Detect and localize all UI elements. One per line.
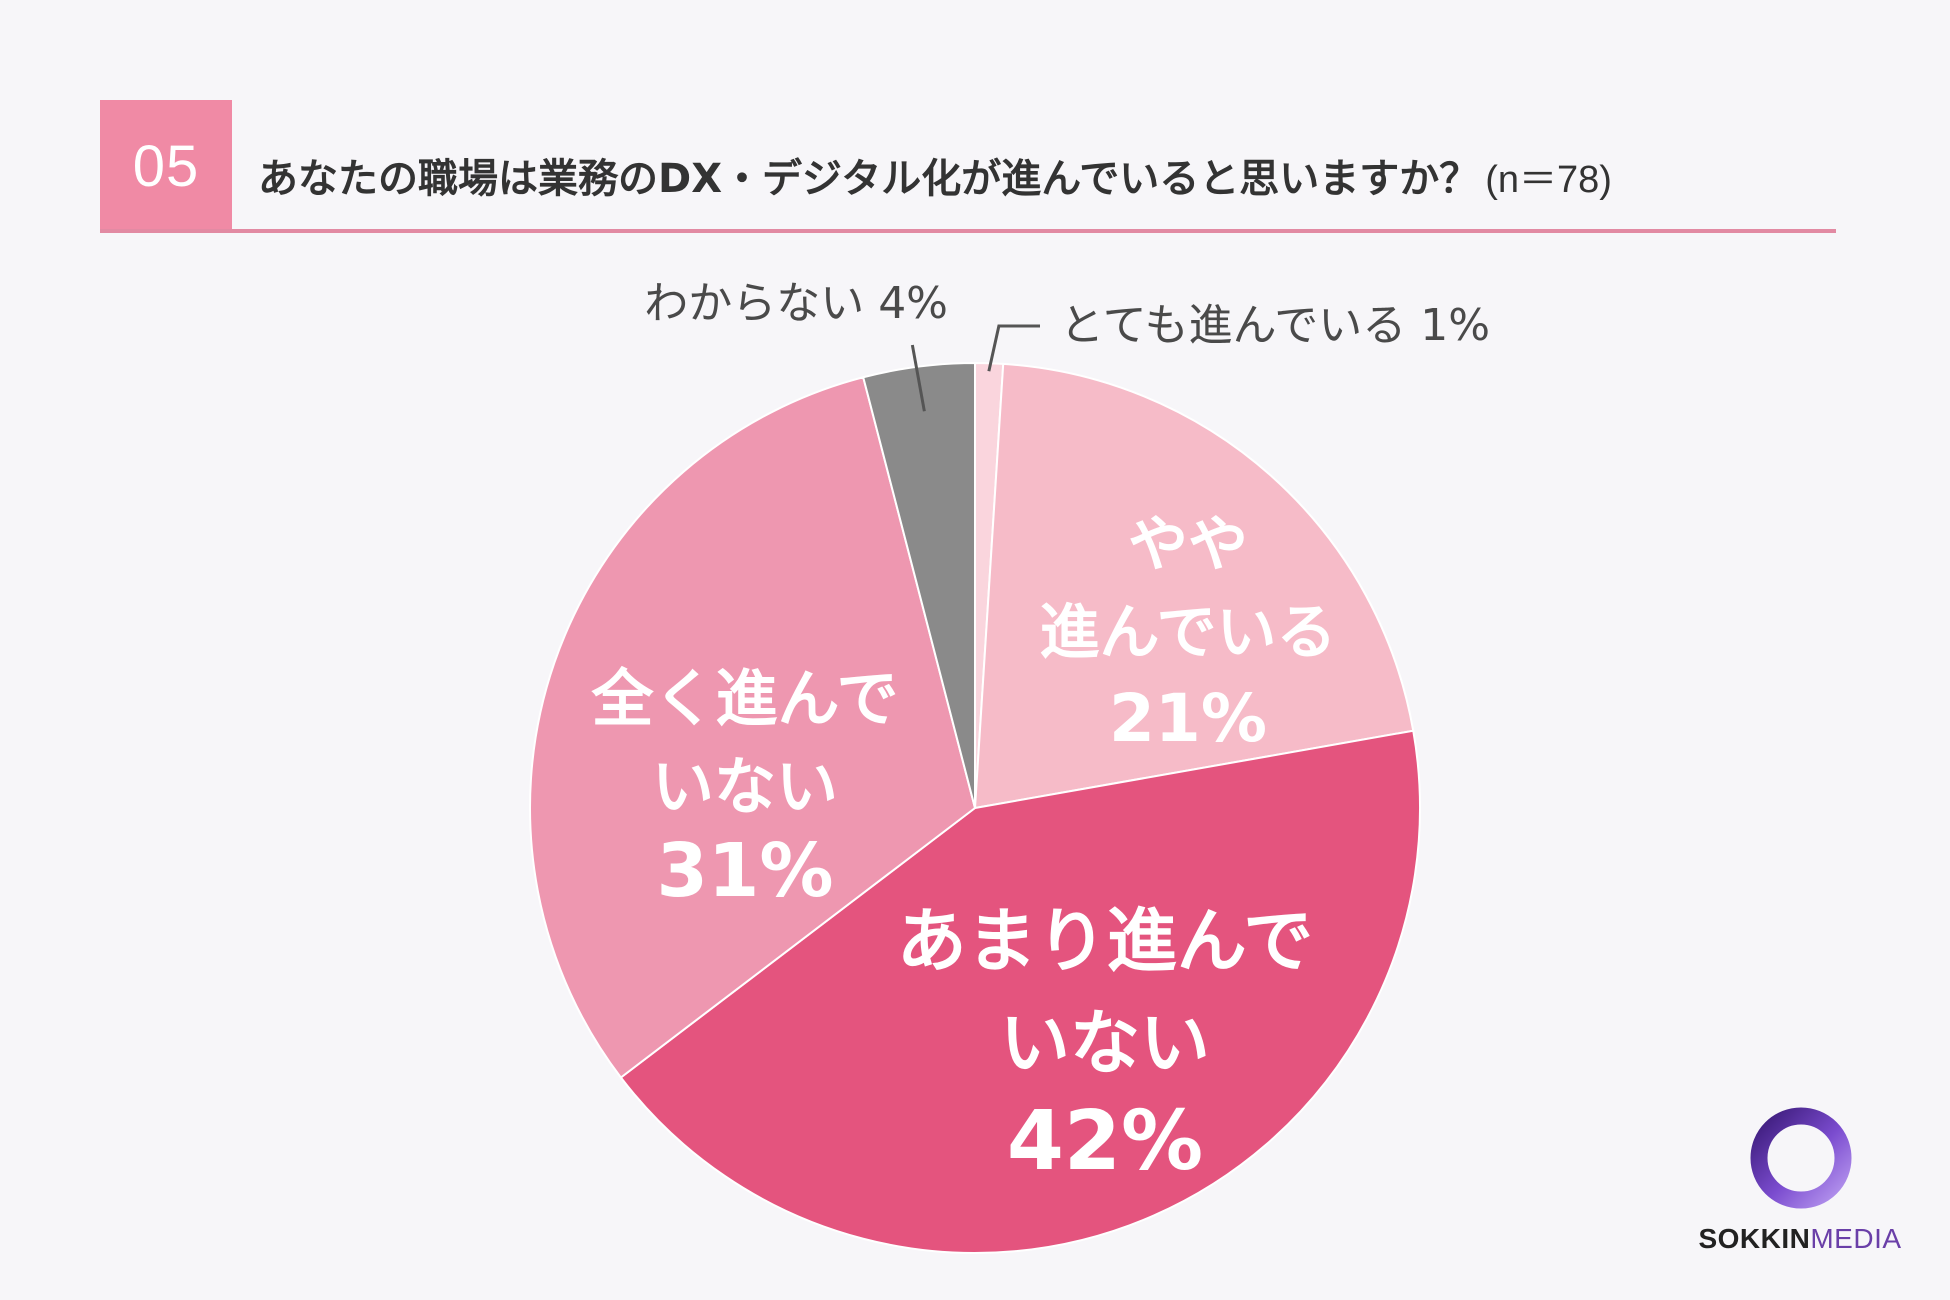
pie-slice-not-advanced-at-all	[529, 376, 977, 1079]
pie-slice-dont-know	[862, 361, 976, 809]
pie-slice-not-very-advanced	[619, 729, 1421, 1254]
label-dont-know: わからない 4%	[644, 278, 948, 329]
label-not-very-advanced: あまり進んでいない 42%	[897, 900, 1314, 1189]
label-very-advanced: とても進んでいる 1%	[1060, 300, 1490, 351]
question-title: あなたの職場は業務のDX・デジタル化が進んでいると思いますか？ (n＝78)	[258, 148, 1612, 210]
logo-word-media: MEDIA	[1810, 1223, 1902, 1254]
sample-size: (n＝78)	[1485, 159, 1612, 201]
logo-ring-icon	[1750, 1107, 1852, 1209]
question-number: 05	[100, 100, 232, 232]
leader-line-dont-know	[910, 344, 926, 412]
pie-slice-somewhat-advanced	[973, 362, 1415, 810]
label-somewhat-advanced: やや進んでいる 21%	[1040, 510, 1337, 757]
leader-line-very-advanced	[987, 324, 1040, 372]
title-underline	[100, 229, 1836, 233]
label-not-advanced-at-all: 全く進んでいない 31%	[591, 662, 899, 914]
logo-wordmark: SOKKINMEDIA	[1690, 1223, 1910, 1255]
question-text: あなたの職場は業務のDX・デジタル化が進んでいると思いますか？	[258, 156, 1480, 202]
logo-word-sokkin: SOKKIN	[1698, 1223, 1811, 1254]
sokkin-media-logo: SOKKINMEDIA	[1690, 1105, 1910, 1255]
